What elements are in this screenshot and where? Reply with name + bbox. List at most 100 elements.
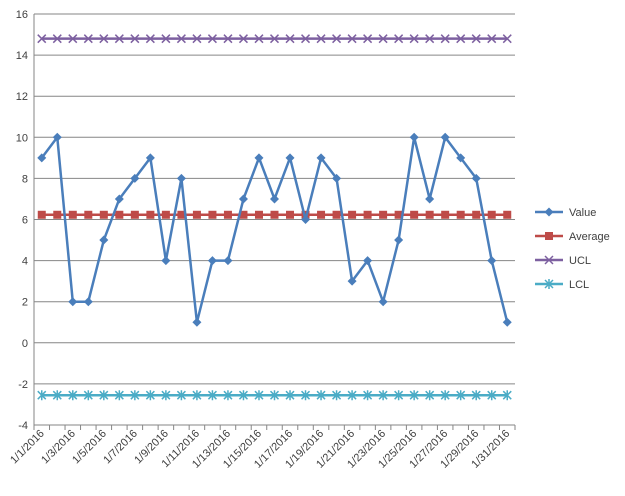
data-point	[544, 255, 554, 265]
data-point	[487, 210, 496, 219]
data-point	[394, 210, 403, 219]
data-point	[238, 390, 248, 401]
data-point	[269, 34, 280, 44]
data-point	[332, 173, 342, 183]
data-point	[347, 390, 357, 401]
data-point	[316, 153, 326, 163]
data-point	[83, 34, 93, 44]
data-point	[146, 210, 155, 219]
legend-label: Value	[569, 207, 596, 219]
data-point	[52, 132, 62, 142]
data-point	[441, 210, 450, 219]
data-point	[254, 153, 264, 163]
data-point	[145, 153, 155, 163]
y-tick-label: 0	[22, 338, 28, 350]
data-point	[332, 34, 342, 44]
data-point	[130, 210, 139, 219]
data-point	[456, 390, 466, 401]
legend-entry-value: Value	[535, 207, 596, 219]
data-point	[285, 153, 295, 163]
data-point	[192, 210, 201, 219]
data-point	[192, 390, 202, 401]
data-point	[456, 210, 465, 219]
data-point	[456, 34, 466, 44]
data-point	[425, 194, 435, 204]
data-point	[363, 256, 373, 266]
data-point	[503, 210, 512, 219]
data-point	[471, 173, 481, 183]
data-point	[363, 210, 372, 219]
data-point	[544, 207, 554, 217]
data-point	[68, 297, 78, 307]
data-point	[347, 276, 357, 286]
data-point	[425, 34, 435, 44]
data-point	[99, 390, 109, 401]
data-point	[145, 34, 155, 44]
data-point	[176, 34, 186, 44]
legend: Value Average UCL LCL	[535, 207, 610, 291]
data-point	[99, 210, 108, 219]
data-point	[379, 210, 388, 219]
data-point	[207, 34, 217, 44]
gridlines	[34, 13, 515, 426]
data-point	[394, 235, 404, 245]
data-point	[409, 34, 419, 44]
series-layer	[37, 34, 512, 401]
y-tick-label: -2	[18, 379, 28, 391]
data-point	[471, 390, 481, 401]
data-point	[425, 390, 435, 401]
data-point	[192, 317, 202, 327]
data-point	[363, 34, 373, 44]
data-point	[471, 34, 481, 44]
data-point	[223, 390, 233, 401]
data-point	[410, 210, 419, 219]
series-ucl	[37, 34, 512, 44]
y-tick-label: 16	[16, 9, 28, 21]
data-point	[223, 256, 233, 266]
data-point	[286, 210, 295, 219]
y-tick-label: 12	[16, 91, 28, 103]
series-lcl	[37, 390, 512, 401]
y-tick-label: 2	[22, 297, 28, 309]
axes: -4-202468101214161/1/20161/3/20161/5/201…	[8, 9, 516, 471]
data-point	[52, 34, 62, 44]
data-point	[192, 34, 202, 44]
data-point	[84, 210, 93, 219]
data-point	[238, 34, 248, 44]
data-point	[37, 34, 47, 44]
data-point	[254, 34, 264, 44]
data-point	[208, 210, 217, 219]
data-point	[161, 256, 171, 266]
data-point	[115, 210, 124, 219]
data-point	[99, 235, 109, 245]
legend-entry-average: Average	[535, 231, 610, 243]
data-point	[130, 390, 140, 401]
data-point	[545, 232, 553, 240]
data-point	[502, 34, 512, 44]
data-point	[332, 210, 341, 219]
data-point	[301, 215, 311, 224]
data-point	[161, 34, 171, 44]
y-tick-label: 4	[22, 256, 28, 268]
data-point	[37, 153, 47, 163]
data-point	[161, 390, 171, 401]
data-point	[544, 279, 554, 289]
y-tick-label: 10	[16, 132, 28, 144]
data-point	[378, 34, 388, 44]
data-point	[487, 34, 497, 44]
data-point	[114, 34, 124, 44]
data-point	[301, 34, 311, 44]
data-point	[409, 390, 419, 401]
data-point	[440, 34, 450, 44]
data-point	[347, 34, 357, 44]
data-point	[114, 390, 124, 401]
data-point	[68, 210, 77, 219]
data-point	[285, 390, 295, 401]
data-point	[99, 34, 109, 44]
data-point	[285, 34, 295, 44]
data-point	[317, 210, 326, 219]
data-point	[316, 34, 326, 44]
data-point	[114, 194, 124, 204]
y-tick-label: 6	[22, 215, 28, 227]
data-point	[409, 132, 419, 142]
